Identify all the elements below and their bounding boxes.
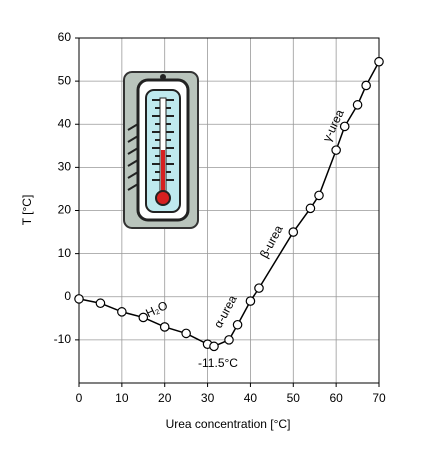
data-point [209, 341, 219, 352]
data-point [254, 283, 264, 293]
y-tick-label: -10 [54, 332, 72, 346]
data-point [305, 203, 316, 214]
data-point [181, 328, 191, 339]
annotation: β-urea [257, 223, 286, 261]
data-point [339, 121, 350, 132]
data-point [117, 307, 127, 317]
x-tick-label: 0 [76, 391, 83, 405]
y-tick-label: 20 [58, 203, 72, 217]
y-tick-label: 0 [64, 289, 71, 303]
data-point [331, 145, 341, 155]
data-point [374, 56, 384, 67]
x-axis-label: Urea concentration [°C] [166, 417, 291, 431]
y-tick-label: 30 [58, 160, 72, 174]
annotation: H₂O [143, 298, 169, 320]
data-point [159, 322, 170, 332]
plot-frame [78, 37, 380, 384]
data-point [95, 298, 106, 309]
x-tick-label: 70 [372, 391, 386, 405]
y-tick-label: 60 [58, 30, 72, 44]
x-tick-label: 60 [329, 391, 343, 405]
data-point [288, 227, 299, 237]
x-tick-label: 50 [287, 391, 301, 405]
x-tick-label: 40 [244, 391, 258, 405]
y-tick-label: 40 [58, 116, 72, 130]
data-point [74, 294, 84, 304]
data-point [138, 312, 149, 323]
x-tick-label: 20 [158, 391, 172, 405]
data-point [361, 80, 371, 91]
data-point [224, 335, 234, 345]
x-tick-label: 30 [201, 391, 215, 405]
data-point [245, 296, 256, 306]
y-axis-label: T [°C] [20, 195, 34, 226]
thermometer-icon [123, 71, 199, 229]
y-tick-label: 50 [58, 73, 72, 87]
data-point [314, 190, 324, 201]
y-tick-label: 10 [58, 246, 72, 260]
x-tick-label: 10 [115, 391, 129, 405]
annotation: -11.5°C [198, 356, 238, 370]
data-point [352, 100, 363, 110]
data-point [232, 319, 243, 330]
